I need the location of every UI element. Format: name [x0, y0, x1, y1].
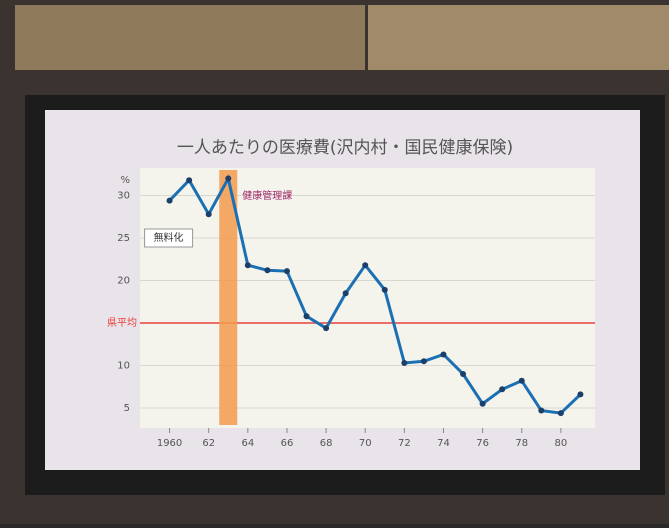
y-tick-label: 10 — [117, 361, 130, 372]
note-label: 無料化 — [154, 231, 184, 244]
point — [166, 197, 173, 204]
point — [264, 267, 271, 274]
point — [420, 358, 427, 365]
point — [225, 175, 232, 182]
wall — [15, 5, 365, 70]
point — [362, 262, 369, 269]
x-tick-label: 64 — [241, 438, 254, 449]
x-tick-label: 74 — [437, 438, 450, 449]
band — [219, 170, 238, 425]
x-tick-label: 62 — [202, 438, 215, 449]
wall — [368, 5, 669, 70]
point — [186, 177, 193, 184]
x-tick-label: 72 — [398, 438, 411, 449]
point — [401, 359, 408, 366]
x-tick-label: 78 — [515, 438, 528, 449]
y-unit: % — [120, 175, 130, 186]
point — [381, 286, 388, 293]
point — [479, 400, 486, 407]
point — [460, 371, 467, 377]
x-tick-label: 70 — [359, 438, 372, 449]
x-tick-label: 68 — [320, 438, 333, 449]
x-tick-label: 1960 — [157, 438, 182, 449]
point — [557, 410, 564, 417]
point — [342, 290, 349, 297]
x-tick-label: 80 — [555, 438, 568, 449]
plot-area — [140, 168, 595, 428]
y-tick-label: 25 — [117, 233, 130, 244]
x-tick-label: 66 — [281, 438, 294, 449]
point — [244, 262, 251, 269]
series-line — [168, 174, 582, 415]
point — [205, 211, 212, 218]
band-label: 健康管理課 — [242, 189, 292, 202]
note-box — [144, 228, 194, 248]
point — [518, 377, 525, 384]
x-tick-label: 76 — [476, 438, 489, 449]
y-tick-label: 5 — [124, 403, 130, 414]
chart-title: 一人あたりの医療費(沢内村・国民健康保険) — [177, 138, 513, 158]
point — [440, 351, 447, 358]
point — [499, 386, 506, 393]
point — [303, 313, 310, 320]
point — [283, 268, 290, 275]
point — [538, 407, 545, 414]
point — [323, 325, 330, 332]
reference-label: 県平均 — [107, 317, 137, 329]
y-tick-label: 30 — [117, 191, 130, 202]
point — [577, 391, 584, 398]
y-tick-label: 20 — [117, 276, 130, 287]
